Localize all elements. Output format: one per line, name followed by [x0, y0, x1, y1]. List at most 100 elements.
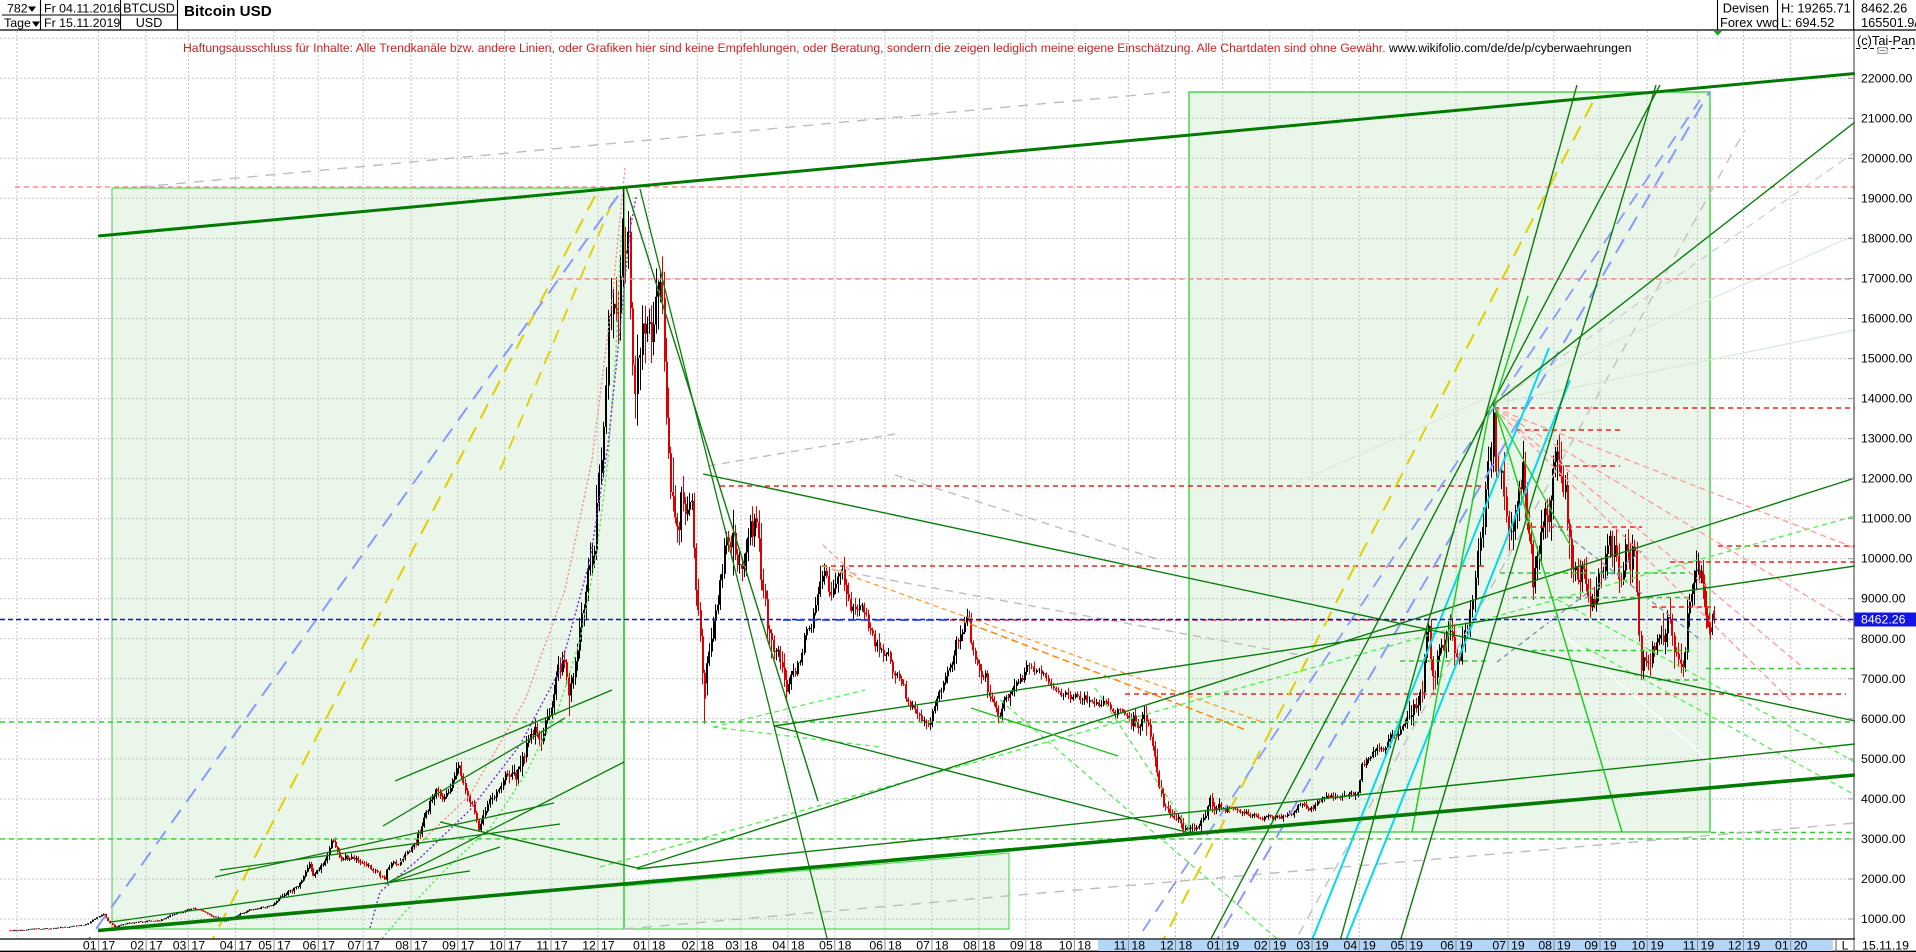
svg-text:09: 09 [442, 939, 456, 952]
svg-text:165501.9/: 165501.9/ [1861, 15, 1916, 30]
svg-text:01: 01 [633, 939, 647, 952]
svg-text:12: 12 [1728, 939, 1742, 952]
svg-text:02: 02 [1254, 939, 1268, 952]
svg-text:6000.00: 6000.00 [1861, 712, 1906, 726]
svg-text:18: 18 [1179, 939, 1193, 952]
svg-text:17: 17 [461, 939, 475, 952]
svg-text:06: 06 [1440, 939, 1454, 952]
svg-text:05: 05 [258, 939, 272, 952]
svg-text:08: 08 [1538, 939, 1552, 952]
svg-text:19: 19 [1409, 939, 1423, 952]
svg-text:12: 12 [1160, 939, 1174, 952]
svg-text:07: 07 [1492, 939, 1506, 952]
svg-text:19: 19 [1459, 939, 1473, 952]
svg-text:782: 782 [7, 2, 28, 16]
svg-text:17: 17 [414, 939, 428, 952]
svg-text:03: 03 [725, 939, 739, 952]
svg-text:17: 17 [366, 939, 380, 952]
svg-text:07: 07 [916, 939, 930, 952]
svg-text:18: 18 [838, 939, 852, 952]
svg-text:L: 694.52: L: 694.52 [1781, 15, 1834, 30]
svg-text:8462.26: 8462.26 [1861, 612, 1906, 626]
svg-text:11: 11 [536, 939, 549, 952]
svg-text:15.11.19: 15.11.19 [1862, 939, 1909, 952]
svg-text:04: 04 [220, 939, 234, 952]
svg-text:L: L [1842, 939, 1849, 952]
svg-text:06: 06 [869, 939, 883, 952]
svg-text:10: 10 [1059, 939, 1073, 952]
svg-text:10: 10 [1632, 939, 1646, 952]
svg-text:19: 19 [1362, 939, 1376, 952]
svg-text:17000.00: 17000.00 [1861, 272, 1912, 286]
svg-text:18000.00: 18000.00 [1861, 232, 1912, 246]
svg-text:Tage: Tage [4, 16, 31, 30]
svg-text:9000.00: 9000.00 [1861, 592, 1906, 606]
svg-text:03: 03 [1296, 939, 1310, 952]
svg-text:2000.00: 2000.00 [1861, 872, 1906, 886]
svg-text:11: 11 [1683, 939, 1696, 952]
svg-text:17: 17 [149, 939, 163, 952]
svg-text:5000.00: 5000.00 [1861, 752, 1906, 766]
svg-text:10: 10 [489, 939, 503, 952]
svg-text:01: 01 [1207, 939, 1221, 952]
svg-text:11: 11 [1114, 939, 1127, 952]
svg-text:17: 17 [321, 939, 335, 952]
svg-text:17: 17 [601, 939, 615, 952]
svg-text:17: 17 [238, 939, 252, 952]
svg-text:18: 18 [744, 939, 758, 952]
svg-text:09: 09 [1584, 939, 1598, 952]
svg-text:3000.00: 3000.00 [1861, 832, 1906, 846]
svg-text:11000.00: 11000.00 [1861, 512, 1912, 526]
svg-text:12000.00: 12000.00 [1861, 472, 1912, 486]
svg-text:02: 02 [130, 939, 144, 952]
svg-text:Haftungsausschluss für Inhalte: Haftungsausschluss für Inhalte: Alle Tre… [183, 41, 1632, 55]
svg-text:08: 08 [395, 939, 409, 952]
svg-text:05: 05 [1391, 939, 1405, 952]
svg-text:10000.00: 10000.00 [1861, 552, 1912, 566]
svg-text:18: 18 [1029, 939, 1043, 952]
svg-text:19: 19 [1273, 939, 1287, 952]
svg-text:(c)Tai-Pan: (c)Tai-Pan [1857, 33, 1915, 48]
svg-text:19: 19 [1315, 939, 1329, 952]
svg-text:03: 03 [173, 939, 187, 952]
svg-text:18: 18 [888, 939, 902, 952]
svg-text:18: 18 [700, 939, 714, 952]
svg-text:Fr 04.11.2016: Fr 04.11.2016 [44, 2, 120, 16]
svg-text:19: 19 [1650, 939, 1664, 952]
svg-text:17: 17 [102, 939, 116, 952]
svg-text:USD: USD [136, 16, 163, 30]
svg-text:18: 18 [935, 939, 949, 952]
svg-text:13000.00: 13000.00 [1861, 432, 1912, 446]
svg-text:08: 08 [963, 939, 977, 952]
svg-text:18: 18 [791, 939, 805, 952]
svg-text:8000.00: 8000.00 [1861, 632, 1906, 646]
svg-text:17: 17 [554, 939, 568, 952]
svg-text:19: 19 [1747, 939, 1761, 952]
svg-text:19: 19 [1511, 939, 1525, 952]
svg-text:15000.00: 15000.00 [1861, 352, 1912, 366]
svg-text:22000.00: 22000.00 [1861, 71, 1912, 85]
svg-text:Fr 15.11.2019: Fr 15.11.2019 [44, 16, 120, 30]
svg-text:12: 12 [582, 939, 596, 952]
svg-text:18: 18 [1131, 939, 1145, 952]
svg-text:16000.00: 16000.00 [1861, 312, 1912, 326]
svg-text:1000.00: 1000.00 [1861, 912, 1906, 926]
svg-text:8462.26: 8462.26 [1861, 1, 1907, 16]
svg-text:17: 17 [277, 939, 291, 952]
svg-text:Forex vwd: Forex vwd [1720, 15, 1779, 30]
svg-text:18: 18 [652, 939, 666, 952]
svg-text:01: 01 [83, 939, 97, 952]
svg-text:20: 20 [1794, 939, 1808, 952]
svg-text:14000.00: 14000.00 [1861, 392, 1912, 406]
svg-text:19: 19 [1701, 939, 1715, 952]
svg-text:7000.00: 7000.00 [1861, 672, 1906, 686]
svg-text:Bitcoin USD: Bitcoin USD [184, 3, 272, 20]
svg-text:17: 17 [508, 939, 522, 952]
svg-text:18: 18 [982, 939, 996, 952]
svg-text:01: 01 [1775, 939, 1789, 952]
svg-text:17: 17 [191, 939, 205, 952]
svg-text:19: 19 [1603, 939, 1617, 952]
svg-text:18: 18 [1077, 939, 1091, 952]
svg-text:02: 02 [682, 939, 696, 952]
svg-text:19: 19 [1557, 939, 1571, 952]
